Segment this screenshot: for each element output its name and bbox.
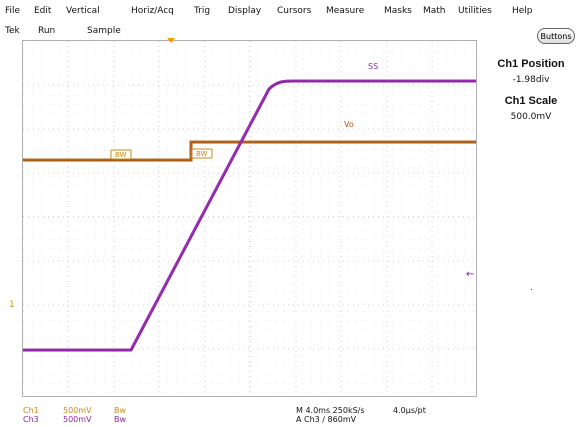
ch1-label: Ch1	[23, 406, 39, 415]
menu-display[interactable]: Display	[228, 6, 262, 16]
menu-math[interactable]: Math	[423, 6, 446, 16]
menu-horiz-acq[interactable]: Horiz/Acq	[131, 6, 174, 16]
menu-masks[interactable]: Masks	[384, 6, 412, 16]
menu-file[interactable]: File	[5, 6, 21, 16]
menu-trig[interactable]: Trig	[194, 6, 211, 16]
bw-tag-1-label: BW	[115, 151, 127, 159]
menu-measure[interactable]: Measure	[326, 6, 365, 16]
ch1-scale-title: Ch1 Scale	[504, 95, 558, 107]
vo-label: Vo	[344, 120, 354, 129]
ch1-bandwidth: Bw	[114, 406, 127, 415]
waveform-display[interactable]: BW BW SS Vo	[22, 40, 477, 397]
dot-marker	[531, 289, 532, 290]
point-rate-readout: 4.0µs/pt	[393, 406, 426, 415]
waveform-canvas: BW BW	[23, 41, 476, 396]
acquisition-status: Run	[38, 26, 56, 36]
menu-help[interactable]: Help	[512, 6, 533, 16]
bw-tag-1: BW	[110, 149, 132, 160]
right-reference-arrow-icon: ←	[466, 269, 475, 280]
ch1-position-value: -1.98div	[512, 75, 550, 85]
trigger-readout: A Ch3 ∕ 860mV	[296, 415, 357, 424]
brand-label: Tek	[5, 26, 20, 36]
ch1-position-title: Ch1 Position	[497, 58, 565, 70]
ch1-scale-readout: 500mV	[63, 406, 92, 415]
menu-edit[interactable]: Edit	[34, 6, 52, 16]
menu-utilities[interactable]: Utilities	[458, 6, 492, 16]
ch3-bandwidth: Bw	[114, 415, 127, 424]
timebase-readout: M 4.0ms 250kS/s	[296, 406, 365, 415]
ch3-label: Ch3	[23, 415, 39, 424]
menu-vertical[interactable]: Vertical	[66, 6, 100, 16]
menu-bar: File Edit Vertical Horiz/Acq Trig Displa…	[0, 0, 579, 22]
buttons-button[interactable]: Buttons	[537, 28, 575, 44]
bw-tag-2-label: BW	[196, 150, 208, 158]
side-panel: Ch1 Position -1.98div Ch1 Scale 500.0mV	[485, 58, 577, 132]
ch1-scale-value: 500.0mV	[510, 112, 552, 122]
sample-mode: Sample	[87, 26, 121, 36]
menu-cursors[interactable]: Cursors	[277, 6, 312, 16]
grid	[23, 41, 476, 396]
bottom-readout: Ch1 500mV Bw Ch3 500mV Bw M 4.0ms 250kS/…	[0, 398, 579, 427]
bw-tag-2: BW	[191, 148, 213, 159]
trigger-position-icon	[167, 38, 175, 43]
orange-trace	[23, 140, 476, 162]
status-bar: Tek Run Sample	[0, 22, 579, 36]
channel-1-marker: 1	[9, 300, 15, 310]
ch3-scale-readout: 500mV	[63, 415, 92, 424]
purple-trace	[23, 79, 476, 352]
ss-label: SS	[368, 62, 379, 71]
